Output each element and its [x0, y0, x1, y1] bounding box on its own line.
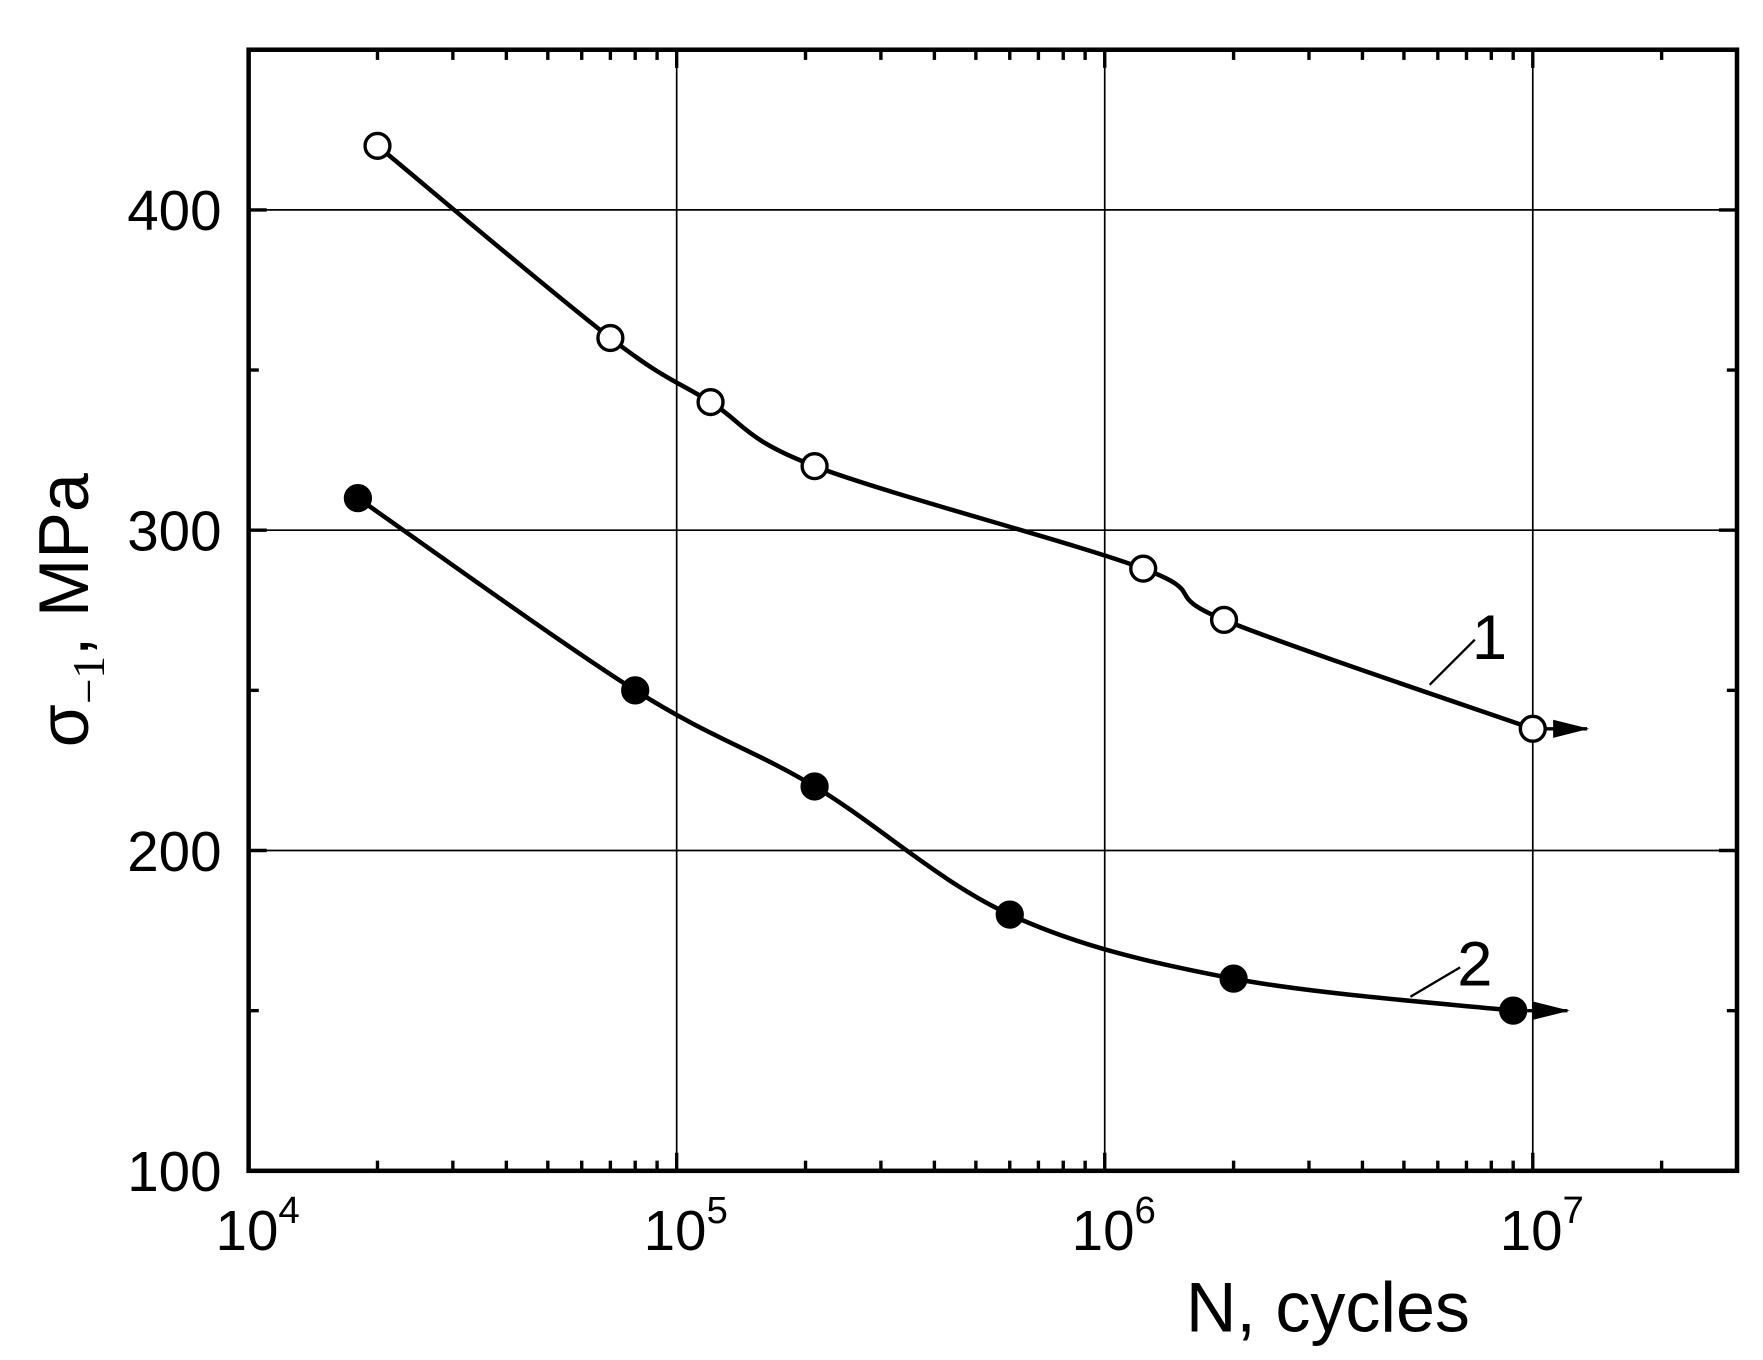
data-point [1518, 714, 1547, 743]
x-tick-label: 106 [1072, 1189, 1156, 1262]
x-tick-exponent: 7 [1563, 1189, 1584, 1232]
x-tick-exponent: 6 [1135, 1189, 1156, 1232]
x-tick-label: 104 [216, 1189, 300, 1262]
data-point [800, 452, 829, 481]
label-leader [1409, 966, 1461, 998]
y-axis-label: σ−1, MPa [25, 473, 114, 747]
data-point [995, 900, 1024, 929]
x-tick-label: 105 [644, 1189, 728, 1262]
data-point [1209, 605, 1239, 635]
series-label: 2 [1457, 929, 1492, 999]
series-label: 1 [1472, 603, 1507, 673]
y-label-subscript: −1 [64, 656, 114, 704]
series-line [356, 496, 1514, 1013]
x-tick-base: 10 [644, 1199, 707, 1262]
data-point [1129, 554, 1158, 583]
data-point [363, 131, 392, 160]
x-tick-exponent: 4 [278, 1189, 299, 1232]
x-tick-base: 10 [216, 1199, 279, 1262]
x-tick-label: 107 [1500, 1189, 1584, 1262]
y-tick-label: 300 [127, 500, 221, 563]
data-point [696, 387, 725, 417]
series-line [376, 144, 1534, 731]
data-point [621, 676, 650, 705]
x-tick-base: 10 [1500, 1199, 1563, 1262]
y-label-symbol: σ [25, 704, 103, 747]
plot-frame [246, 47, 1740, 1174]
y-tick-label: 200 [127, 820, 221, 883]
data-point [343, 484, 373, 513]
y-tick-label: 100 [127, 1140, 221, 1203]
y-tick-label: 400 [127, 179, 221, 242]
data-point [800, 772, 829, 801]
data-point [1499, 996, 1528, 1025]
x-axis-label: N, cycles [1186, 1268, 1470, 1346]
x-tick-base: 10 [1072, 1199, 1135, 1262]
data-point [1219, 964, 1248, 993]
data-point [596, 323, 625, 353]
label-leader [1428, 638, 1476, 686]
x-tick-exponent: 5 [706, 1189, 727, 1232]
y-label-text: , MPa [25, 473, 103, 656]
